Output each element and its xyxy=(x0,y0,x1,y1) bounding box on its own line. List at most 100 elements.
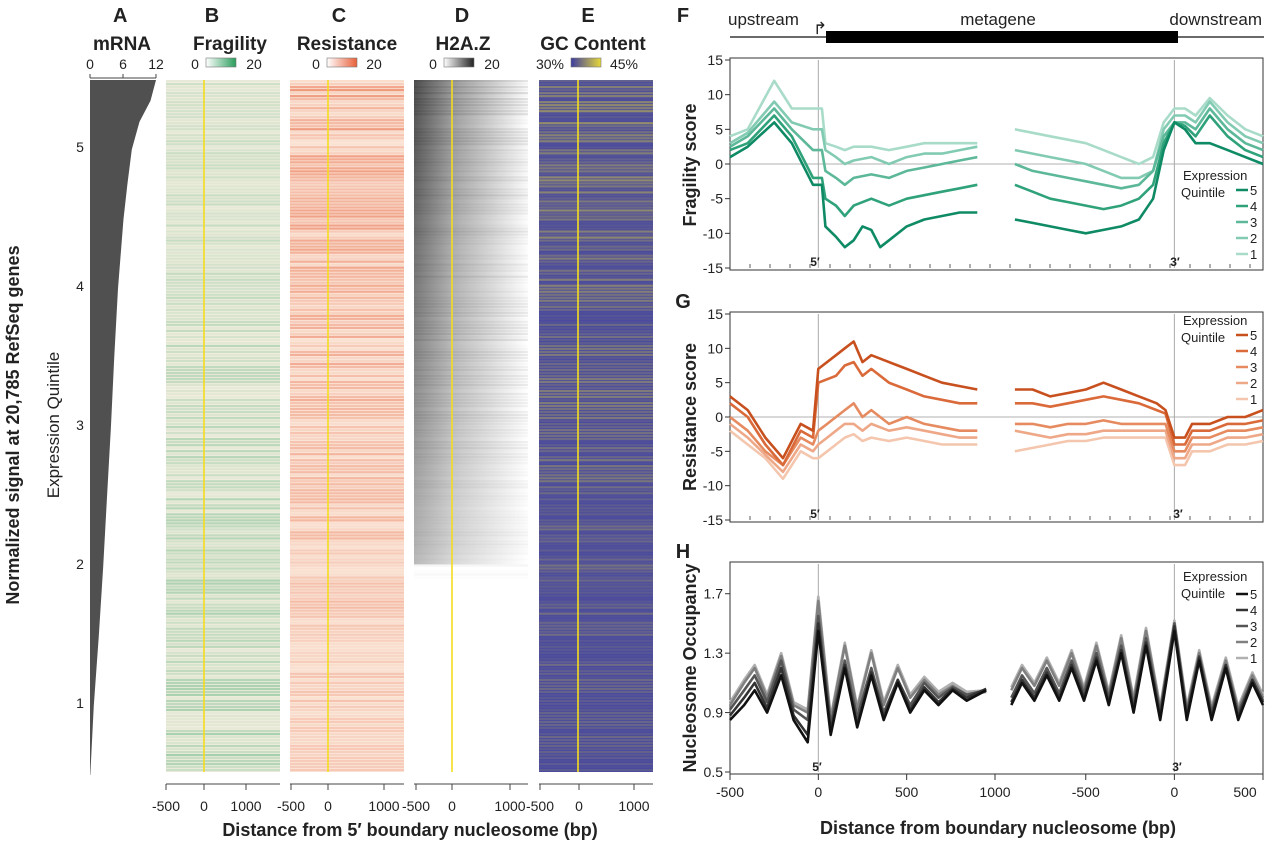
heatmap-row xyxy=(539,705,653,709)
heatmap-row xyxy=(290,323,404,326)
heatmap-row xyxy=(290,489,404,492)
heatmap-row xyxy=(290,441,404,444)
heatmap-row xyxy=(290,377,404,381)
heatmap-row xyxy=(290,392,404,396)
heatmap-row xyxy=(539,489,653,492)
series-line-upstream xyxy=(729,107,978,187)
heatmap-row xyxy=(290,471,404,474)
heatmap-row xyxy=(166,278,280,281)
resistance-heatmap xyxy=(290,80,404,772)
resistance-scale-max: 20 xyxy=(366,56,382,72)
heatmap-row xyxy=(290,302,404,305)
panel-letter-g: G xyxy=(675,291,691,313)
heatmap-row xyxy=(166,248,280,251)
heatmap-row xyxy=(290,137,404,140)
heatmap-row xyxy=(166,113,280,116)
heatmap-row xyxy=(290,329,404,332)
heatmap-row xyxy=(166,410,280,414)
heatmap-row xyxy=(166,398,280,402)
legend-entry-label: 4 xyxy=(1250,199,1257,214)
legend-entry-label: 3 xyxy=(1250,619,1257,634)
y-tick-label: 5 xyxy=(715,375,723,391)
heatmap-row xyxy=(290,98,404,101)
heatmap-row xyxy=(539,666,653,669)
heatmap-row xyxy=(290,422,404,426)
panel-letter-f: F xyxy=(677,5,689,27)
heatmap-row xyxy=(539,227,653,230)
y-tick-label: -5 xyxy=(711,443,724,459)
heatmap-row xyxy=(290,389,404,393)
heatmap-row xyxy=(166,624,280,627)
heatmap-row xyxy=(290,663,404,666)
heatmap-row xyxy=(539,624,653,627)
heatmap-row xyxy=(290,741,404,745)
heatmap-row xyxy=(166,320,280,323)
heatmap-row xyxy=(166,86,280,89)
heatmap-row xyxy=(290,645,404,648)
heatmap-row xyxy=(166,191,280,194)
legend-entry-label: 2 xyxy=(1250,231,1257,246)
heatmap-row xyxy=(166,341,280,345)
y-tick-label: 0.9 xyxy=(704,705,724,721)
heatmap-row xyxy=(290,432,404,435)
heatmap-row xyxy=(539,510,653,513)
heatmap-row xyxy=(539,185,653,188)
resistance-color-scale xyxy=(326,57,358,68)
heatmap-row xyxy=(539,290,653,293)
heatmap-row xyxy=(539,335,653,338)
heatmap-row xyxy=(166,561,280,564)
panel-a: A mRNA 0 6 12 5 4 3 2 1 Expression Quint… xyxy=(3,5,164,775)
heatmap-row xyxy=(290,753,404,757)
heatmap-row xyxy=(290,576,404,579)
heatmap-row xyxy=(290,413,404,417)
heatmap-row xyxy=(539,377,653,381)
heatmap-row xyxy=(290,438,404,441)
heatmap-row xyxy=(166,194,280,197)
heatmap-row xyxy=(166,447,280,450)
heatmap-row xyxy=(166,308,280,311)
heatmap-row xyxy=(166,218,280,221)
heatmap-row xyxy=(290,218,404,221)
heatmap-row xyxy=(166,368,280,372)
heatmap-row xyxy=(166,537,280,540)
heatmap-row xyxy=(539,254,653,257)
heatmap-row xyxy=(290,194,404,197)
heatmap-row xyxy=(166,83,280,86)
heatmap-row xyxy=(290,107,404,110)
heatmap-row xyxy=(166,407,280,411)
heatmap-row xyxy=(290,122,404,125)
heatmap-row xyxy=(290,495,404,498)
heatmap-row xyxy=(539,750,653,754)
heatmap-row xyxy=(290,624,404,627)
heatmap-row xyxy=(539,738,653,742)
heatmap-row xyxy=(290,368,404,372)
heatmap-row xyxy=(166,263,280,266)
heatmap-row xyxy=(539,747,653,751)
series-line-upstream xyxy=(729,629,987,744)
heatmap-row xyxy=(166,158,280,161)
heatmap-row xyxy=(166,353,280,357)
heatmap-row xyxy=(539,398,653,402)
heatmap-row xyxy=(290,386,404,390)
heatmap-row xyxy=(166,95,280,98)
upstream-label: upstream xyxy=(728,10,799,29)
legend-title: Quintile xyxy=(1181,586,1225,601)
heatmap-b-tick: 0 xyxy=(200,798,208,814)
heatmap-row xyxy=(290,215,404,218)
heatmap-row xyxy=(166,227,280,230)
heatmap-row xyxy=(166,501,280,504)
heatmap-row xyxy=(539,239,653,242)
heatmap-row xyxy=(539,98,653,101)
legend-entry-label: 5 xyxy=(1250,587,1257,602)
quintile-tick: 5 xyxy=(76,139,84,155)
legend-entry-label: 4 xyxy=(1250,603,1257,618)
heatmap-row xyxy=(539,693,653,697)
heatmap-b-tick: -500 xyxy=(152,798,180,814)
heatmap-row xyxy=(539,429,653,432)
heatmap-row xyxy=(290,711,404,715)
heatmap-row xyxy=(290,654,404,657)
heatmap-row xyxy=(539,308,653,311)
heatmap-row xyxy=(539,477,653,480)
heatmap-row xyxy=(539,113,653,116)
